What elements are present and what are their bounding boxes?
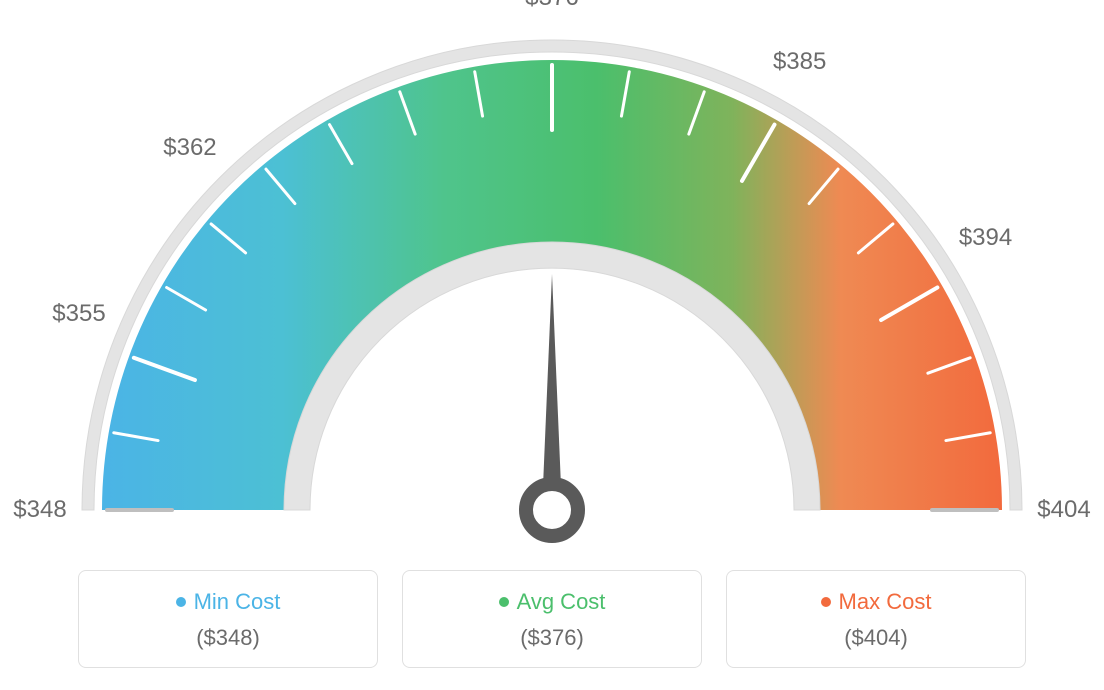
legend-card-min: Min Cost ($348) bbox=[78, 570, 378, 668]
scale-label: $348 bbox=[13, 496, 66, 524]
legend-card-max: Max Cost ($404) bbox=[726, 570, 1026, 668]
scale-label: $355 bbox=[52, 300, 105, 328]
gauge-area: $348 $355 $362 $376 $385 $394 $404 bbox=[0, 0, 1104, 560]
dot-icon bbox=[176, 597, 186, 607]
legend-title-min: Min Cost bbox=[176, 589, 281, 615]
legend-label: Min Cost bbox=[194, 589, 281, 615]
legend-title-avg: Avg Cost bbox=[499, 589, 606, 615]
gauge-svg bbox=[0, 0, 1104, 560]
legend-title-max: Max Cost bbox=[821, 589, 932, 615]
legend-label: Max Cost bbox=[839, 589, 932, 615]
dot-icon bbox=[499, 597, 509, 607]
dot-icon bbox=[821, 597, 831, 607]
cost-gauge-chart: $348 $355 $362 $376 $385 $394 $404 Min Cost ($… bbox=[0, 0, 1104, 690]
legend-value: ($404) bbox=[737, 625, 1015, 651]
scale-label: $376 bbox=[525, 0, 578, 12]
scale-label: $362 bbox=[163, 134, 216, 162]
legend-value: ($376) bbox=[413, 625, 691, 651]
legend-value: ($348) bbox=[89, 625, 367, 651]
legend-row: Min Cost ($348) Avg Cost ($376) Max Cost… bbox=[0, 570, 1104, 668]
legend-card-avg: Avg Cost ($376) bbox=[402, 570, 702, 668]
scale-label: $385 bbox=[773, 48, 826, 76]
scale-label: $404 bbox=[1037, 496, 1090, 524]
scale-label: $394 bbox=[959, 224, 1012, 252]
legend-label: Avg Cost bbox=[517, 589, 606, 615]
